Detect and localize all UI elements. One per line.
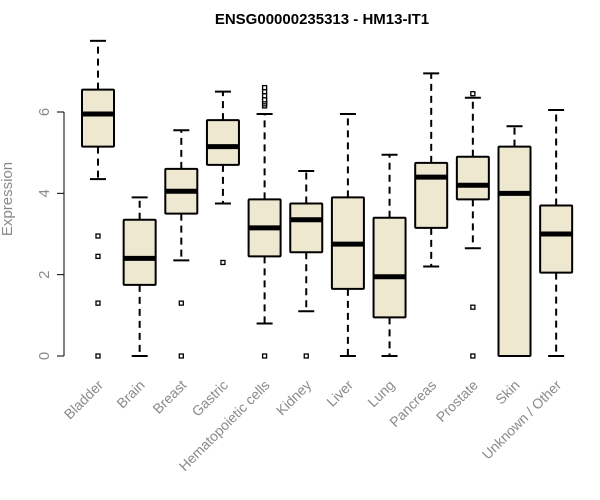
x-tick-label: Liver	[323, 377, 356, 410]
iqr-box	[122, 218, 157, 286]
outlier-point	[95, 253, 101, 260]
box-liver	[330, 113, 365, 357]
iqr-box	[414, 161, 449, 229]
y-tick-label: 0	[36, 352, 53, 360]
iqr-box	[205, 119, 240, 166]
outlier-point	[261, 97, 268, 103]
x-tick-label: Prostate	[433, 377, 481, 425]
outlier-point	[95, 300, 101, 306]
box-unknown-other	[539, 108, 574, 357]
x-tick-label: Skin	[492, 377, 523, 408]
iqr-box	[289, 202, 324, 254]
iqr-box	[372, 216, 407, 319]
outlier-point	[470, 91, 476, 97]
outlier-point	[470, 304, 476, 310]
x-tick-label: Bladder	[61, 377, 107, 423]
x-tick-label: Brain	[113, 377, 147, 411]
box-kidney	[289, 169, 324, 359]
iqr-box	[539, 204, 574, 274]
box-bladder	[81, 39, 115, 359]
y-tick-label: 6	[36, 108, 53, 116]
outlier-point	[261, 353, 268, 359]
x-tick-label: Breast	[149, 377, 189, 417]
x-tick-label: Unknown / Other	[479, 377, 565, 463]
iqr-box	[497, 145, 532, 357]
box-breast	[164, 129, 199, 359]
y-tick-label: 2	[36, 270, 53, 278]
box-skin	[497, 125, 532, 357]
iqr-box	[81, 88, 115, 148]
chart-title: ENSG00000235313 - HM13-IT1	[215, 11, 429, 28]
x-tick-label: Lung	[364, 377, 397, 410]
box-hematopoietic-cells	[247, 84, 282, 359]
outlier-point	[261, 89, 268, 95]
y-axis-label: Expression	[0, 162, 16, 236]
box-lung	[372, 153, 407, 357]
boxes-layer	[81, 39, 574, 359]
outlier-point	[178, 300, 184, 306]
outlier-point	[303, 353, 309, 359]
y-axis: 0 2 4 6	[36, 108, 65, 360]
outlier-point	[95, 233, 101, 239]
iqr-box	[455, 155, 490, 201]
outlier-point	[220, 259, 226, 266]
outlier-point	[178, 353, 184, 359]
outlier-point	[261, 93, 268, 99]
x-tick-label: Kidney	[273, 377, 315, 419]
y-tick-label: 4	[36, 189, 53, 197]
box-brain	[122, 196, 157, 357]
box-prostate	[455, 91, 490, 359]
box-gastric	[205, 90, 240, 266]
outlier-point	[470, 353, 476, 359]
box-pancreas	[414, 72, 449, 268]
outlier-point	[261, 84, 268, 91]
outlier-point	[95, 353, 101, 359]
